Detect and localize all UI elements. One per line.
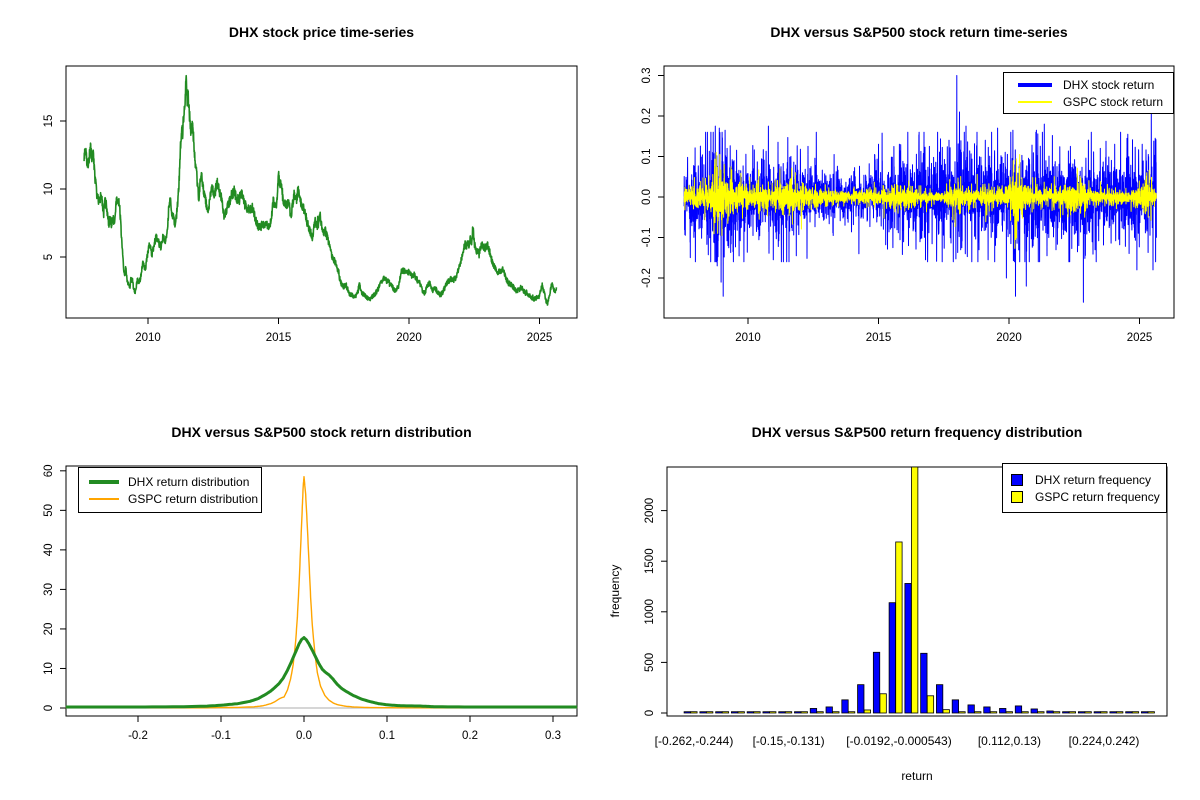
svg-text:0.1: 0.1 [379, 730, 395, 742]
svg-text:-0.1: -0.1 [211, 730, 231, 742]
returns-legend-label-gspc: GSPC stock return [1063, 94, 1164, 109]
histogram-ylabel: frequency [608, 564, 622, 618]
svg-text:0.2: 0.2 [641, 108, 653, 124]
svg-text:5: 5 [43, 254, 55, 260]
svg-text:10: 10 [43, 183, 55, 196]
svg-text:60: 60 [43, 464, 55, 477]
returns-legend-item-dhx: DHX stock return [1004, 76, 1173, 93]
price-chart-title: DHX stock price time-series [228, 24, 415, 40]
density-legend-item-dhx: DHX return distribution [79, 473, 261, 490]
svg-text:0.2: 0.2 [462, 730, 478, 742]
svg-text:10: 10 [43, 662, 55, 675]
gspc-frequency-square-swatch [1011, 490, 1023, 503]
svg-text:40: 40 [43, 543, 55, 556]
svg-text:[0.112,0.13): [0.112,0.13) [978, 734, 1041, 748]
svg-text:0: 0 [644, 710, 656, 716]
histogram-xlabel: return [901, 769, 933, 783]
svg-text:500: 500 [644, 653, 656, 672]
svg-text:-0.1: -0.1 [641, 228, 653, 248]
svg-text:-0.2: -0.2 [128, 730, 148, 742]
svg-text:1500: 1500 [644, 548, 656, 574]
histogram-legend-label-gspc: GSPC return frequency [1035, 489, 1160, 504]
svg-text:50: 50 [43, 504, 55, 517]
svg-text:[-0.262,-0.244): [-0.262,-0.244) [655, 734, 734, 748]
svg-text:0.3: 0.3 [545, 730, 561, 742]
svg-text:30: 30 [43, 583, 55, 596]
svg-text:0.0: 0.0 [296, 730, 312, 742]
svg-text:2015: 2015 [266, 332, 292, 344]
svg-text:2010: 2010 [135, 332, 161, 344]
gspc-return-line-swatch [1018, 100, 1052, 103]
gspc-density-line-swatch [89, 497, 119, 500]
svg-text:[-0.0192,-0.000543): [-0.0192,-0.000543) [846, 734, 951, 748]
svg-text:2020: 2020 [396, 332, 422, 344]
returns-legend: DHX stock return GSPC stock return [1003, 72, 1174, 114]
svg-text:2020: 2020 [996, 332, 1022, 344]
svg-text:0: 0 [43, 705, 55, 711]
svg-text:[0.224,0.242): [0.224,0.242) [1069, 734, 1140, 748]
returns-legend-label-dhx: DHX stock return [1063, 77, 1155, 92]
svg-text:0.0: 0.0 [641, 189, 653, 205]
svg-text:15: 15 [43, 115, 55, 128]
svg-text:1000: 1000 [644, 599, 656, 625]
svg-text:2015: 2015 [866, 332, 892, 344]
svg-text:-0.2: -0.2 [641, 268, 653, 288]
dhx-return-line-swatch [1018, 82, 1052, 87]
svg-text:2000: 2000 [644, 498, 656, 524]
histogram-chart-title: DHX versus S&P500 return frequency distr… [751, 424, 1083, 440]
svg-text:0.3: 0.3 [641, 68, 653, 84]
density-legend: DHX return distribution GSPC return dist… [78, 467, 262, 513]
histogram-legend-item-dhx: DHX return frequency [1003, 471, 1166, 488]
svg-text:2025: 2025 [527, 332, 553, 344]
histogram-legend: DHX return frequency GSPC return frequen… [1002, 463, 1167, 513]
svg-text:[-0.15,-0.131): [-0.15,-0.131) [753, 734, 825, 748]
dhx-density-line-swatch [89, 479, 119, 484]
svg-text:0.1: 0.1 [641, 149, 653, 165]
histogram-legend-item-gspc: GSPC return frequency [1003, 488, 1166, 505]
svg-text:20: 20 [43, 623, 55, 636]
density-chart-title: DHX versus S&P500 stock return distribut… [171, 424, 472, 440]
returns-chart-title: DHX versus S&P500 stock return time-seri… [770, 24, 1068, 40]
dhx-frequency-square-swatch [1011, 473, 1023, 486]
density-legend-label-gspc: GSPC return distribution [128, 491, 259, 506]
svg-text:2010: 2010 [735, 332, 761, 344]
density-legend-label-dhx: DHX return distribution [128, 474, 250, 489]
svg-text:2025: 2025 [1127, 332, 1153, 344]
returns-legend-item-gspc: GSPC stock return [1004, 93, 1173, 110]
density-legend-item-gspc: GSPC return distribution [79, 490, 261, 507]
histogram-legend-label-dhx: DHX return frequency [1035, 472, 1152, 487]
